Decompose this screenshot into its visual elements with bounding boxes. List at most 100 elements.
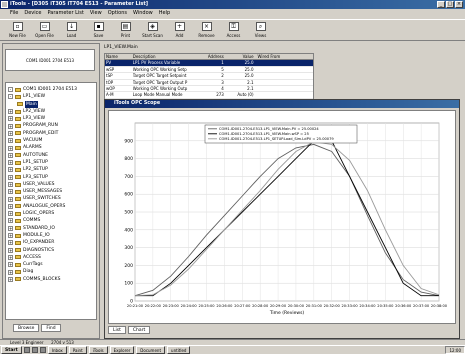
tree-item[interactable]: + LP2_VIEW (8, 108, 94, 115)
menu-help[interactable]: Help (158, 10, 171, 16)
tree-item[interactable]: + ACCESS (8, 254, 94, 261)
tree-item[interactable]: + AUTOTUNE (8, 152, 94, 159)
maximize-button[interactable]: □ (446, 1, 454, 8)
task-inbox[interactable]: Inbox (47, 346, 67, 354)
access-button[interactable]: ⚿ Access (226, 22, 241, 38)
expand-toggle-icon[interactable]: + (8, 152, 13, 158)
tree-item[interactable]: + IO_EXPANDER (8, 239, 94, 246)
column-header[interactable]: Value (242, 54, 254, 59)
menu-view[interactable]: View (89, 10, 102, 16)
task-document[interactable]: Document (136, 346, 166, 354)
expand-toggle-icon[interactable]: + (8, 182, 13, 187)
expand-toggle-icon[interactable]: - (8, 94, 13, 100)
expand-toggle-icon[interactable]: + (8, 225, 13, 231)
column-header[interactable]: Name (106, 54, 118, 59)
expand-toggle-icon[interactable]: - (8, 87, 13, 93)
expand-toggle-icon[interactable]: + (8, 174, 13, 180)
close-button[interactable]: × (455, 1, 463, 8)
tree-item[interactable]: + USER_SWITCHES (8, 195, 94, 202)
task-itools[interactable]: iTools (88, 346, 108, 354)
table-row[interactable]: wOP Working OPC Working Outp 4 2.1 (105, 86, 313, 93)
open-file-button[interactable]: ▭ Open File (35, 22, 54, 38)
tab-browse[interactable]: Browse (13, 324, 40, 332)
expand-toggle-icon[interactable]: + (8, 240, 13, 246)
add-button[interactable]: + Add (174, 22, 185, 38)
expand-toggle-icon[interactable]: + (8, 160, 13, 166)
tree-item[interactable]: + VACUUM (8, 137, 94, 144)
quicklaunch-icon[interactable] (39, 347, 46, 353)
tree-item[interactable]: + LP1_SETUP (8, 159, 94, 166)
expand-toggle-icon[interactable]: + (8, 109, 13, 115)
tree-item[interactable]: + PROGRAM_RUN (8, 122, 94, 129)
tab-chart[interactable]: Chart (127, 326, 151, 334)
expand-toggle-icon[interactable]: + (8, 203, 13, 209)
expand-toggle-icon[interactable]: + (8, 269, 13, 275)
expand-toggle-icon[interactable]: + (8, 211, 13, 217)
tree-item[interactable]: + ANALOGUE_OPERS (8, 203, 94, 210)
app-icon[interactable] (1, 1, 8, 8)
save-button[interactable]: ▪ Save (93, 22, 104, 38)
task-paint[interactable]: Paint (68, 346, 87, 354)
task-untitled[interactable]: untitled (167, 346, 191, 354)
tree-item[interactable]: - LP1_VIEW (8, 93, 94, 100)
quicklaunch-icon[interactable] (23, 347, 30, 353)
tab-list[interactable]: List (108, 326, 126, 334)
expand-toggle-icon[interactable]: + (8, 167, 13, 173)
expand-toggle-icon[interactable]: + (8, 116, 13, 122)
table-row[interactable]: tSP Target OPC Target Setpoint 2 25.0 (105, 73, 313, 80)
expand-toggle-icon[interactable]: + (8, 189, 13, 195)
tree-item[interactable]: + USER_MESSAGES (8, 188, 94, 195)
quicklaunch-icon[interactable] (31, 347, 38, 353)
remove-button[interactable]: × Remove (198, 22, 215, 38)
tree-item[interactable]: + Diag (8, 268, 94, 275)
menu-parameter-list[interactable]: Parameter List (47, 10, 84, 16)
tree-item[interactable]: + COMMS_BLOCKS (8, 276, 94, 283)
system-tray[interactable]: 12:00 (445, 346, 465, 354)
new-file-button[interactable]: ▫ New File (9, 22, 26, 38)
expand-toggle-icon[interactable]: + (8, 247, 13, 253)
menu-options[interactable]: Options (107, 10, 127, 16)
expand-toggle-icon[interactable]: + (8, 138, 13, 144)
expand-toggle-icon[interactable]: + (8, 233, 13, 239)
tree-item[interactable]: + ALARMS (8, 144, 94, 151)
column-header[interactable]: Description (132, 54, 156, 59)
menu-window[interactable]: Window (133, 10, 153, 16)
menu-device[interactable]: Device (24, 10, 42, 16)
task-explorer[interactable]: Explorer (109, 346, 135, 354)
tree-item[interactable]: + DIAGNOSTICS (8, 247, 94, 254)
tree-item[interactable]: + STANDARD_IO (8, 225, 94, 232)
tree-item[interactable]: + CurrTags (8, 261, 94, 268)
table-row[interactable]: PV LP1 PV Process Variable 1 25.0 (105, 60, 313, 67)
parameter-grid[interactable]: Name Description Address Value Wired From PV L… (104, 53, 314, 99)
tree-item[interactable]: + MODULE_IO (8, 232, 94, 239)
tree-item[interactable]: + LP3_SETUP (8, 174, 94, 181)
views-button[interactable]: ⌕ Views (254, 22, 267, 38)
expand-toggle-icon[interactable]: + (8, 130, 13, 136)
print-button[interactable]: ▤ Print (120, 22, 131, 38)
tree-item[interactable]: + USER_VALUES (8, 181, 94, 188)
tree-item[interactable]: + PROGRAM_EDIT (8, 130, 94, 137)
tree-item[interactable]: - COM1 ID001 2704 E513 (8, 86, 94, 93)
column-header[interactable]: Address (207, 54, 224, 59)
tab-find[interactable]: Find (41, 324, 61, 332)
menu-file[interactable]: File (10, 10, 19, 16)
tree-item[interactable]: + LOGIC_OPERS (8, 210, 94, 217)
expand-toggle-icon[interactable]: + (8, 196, 13, 202)
minimize-button[interactable]: _ (437, 1, 445, 8)
device-box[interactable]: COM1 ID001 2704 E513 (5, 49, 95, 71)
tree-item[interactable]: + LP3_VIEW (8, 115, 94, 122)
start-scan-button[interactable]: ◈ Start Scan (142, 22, 163, 38)
expand-toggle-icon[interactable]: + (8, 254, 13, 260)
column-header[interactable]: Wired From (257, 54, 281, 59)
tree-item[interactable]: + LP2_SETUP (8, 166, 94, 173)
expand-toggle-icon[interactable]: + (8, 262, 13, 268)
table-row[interactable]: tOP Target OPC Target Output P 3 2.1 (105, 80, 313, 86)
start-button[interactable]: Start (1, 346, 22, 354)
table-row[interactable]: A-M Loop Mode Manual Mode 273 Auto (0) (105, 92, 313, 99)
parameter-tree[interactable]: - COM1 ID001 2704 E513 - LP1_VIEW Main + LP2_V… (5, 82, 97, 320)
expand-toggle-icon[interactable]: + (8, 123, 13, 129)
tree-item[interactable]: Main (8, 100, 94, 108)
scope-window[interactable]: iTools OPC Scope 0 100 200 300 400 500 600 700 8… (104, 99, 460, 339)
expand-toggle-icon[interactable]: + (8, 276, 13, 282)
load-button[interactable]: ↓ Load (66, 22, 77, 38)
